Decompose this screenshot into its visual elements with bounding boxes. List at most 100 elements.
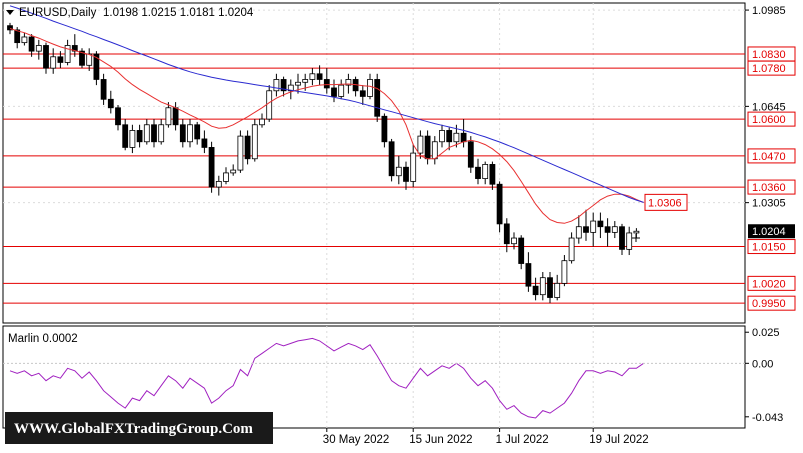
candle-body: [115, 107, 121, 126]
candle-body: [259, 118, 265, 126]
candle-body: [503, 223, 510, 245]
marlin-oscillator-line: [9, 337, 644, 419]
price-axis: 1.0985 1.0645 1.0305 1.0830 1.0780 1.0600 1.04…: [644, 5, 796, 311]
watermark-text: WWW.GlobalFXTradingGroup.Com: [14, 421, 253, 437]
candle-body: [295, 81, 301, 86]
level-price-label: 1.0360: [752, 182, 786, 194]
date-axis: 30 May 2022 15 Jun 2022 1 Jul 2022 19 Jul 2…: [323, 428, 649, 446]
horizontal-levels: [3, 53, 745, 304]
candle-body: [590, 220, 597, 233]
candle-body: [57, 56, 64, 63]
date-tick-label: 1 Jul 2022: [496, 434, 549, 446]
candle-body: [79, 50, 85, 66]
collapse-triangle-icon[interactable]: [6, 10, 14, 15]
candle-body: [201, 138, 208, 148]
candle-body: [129, 130, 136, 148]
moving-average-slow-line: [9, 5, 644, 203]
candle-body: [323, 79, 330, 89]
candle-body: [14, 29, 21, 44]
candle-body: [7, 25, 13, 31]
candle-body: [86, 53, 93, 66]
current-price-tag: [748, 224, 795, 239]
candle-body: [374, 79, 381, 117]
candle-body: [179, 124, 186, 143]
candle-body: [244, 135, 251, 160]
level-price-label: 1.0020: [752, 278, 786, 290]
candle-body: [475, 166, 481, 179]
candle-body: [287, 84, 294, 92]
candle-body: [460, 132, 467, 143]
candle-body: [136, 130, 143, 143]
candle-body: [518, 237, 525, 264]
candle-body: [215, 181, 222, 188]
level-price-tag: [747, 111, 796, 127]
candle-body: [575, 226, 582, 239]
candle-body: [338, 84, 345, 97]
moving-average-fast-line: [9, 28, 644, 224]
level-price-tag: [747, 239, 796, 255]
candle-body: [100, 79, 107, 100]
main-chart-panel[interactable]: [2, 2, 746, 324]
candle-body: [583, 226, 589, 233]
candle-body: [359, 90, 366, 97]
candle-body: [237, 135, 244, 171]
candle-body: [266, 90, 273, 120]
candle-body: [172, 107, 179, 126]
level-price-tag: [747, 275, 796, 291]
price-tick-label: 1.0645: [752, 101, 786, 113]
candle-body: [143, 124, 150, 143]
ohlc-values: 1.0198 1.0215 1.0181 1.0204: [103, 7, 254, 19]
candle-body: [633, 230, 640, 234]
level-price-label: 1.0150: [752, 242, 786, 254]
candle-body: [64, 45, 71, 63]
level-price-label: 1.0830: [752, 49, 786, 61]
price-tick-label: 1.0305: [752, 198, 786, 210]
candle-body: [345, 79, 352, 86]
candle-body: [273, 79, 280, 92]
candle-body: [619, 226, 625, 250]
candle-body: [496, 183, 503, 225]
candle-body: [532, 285, 539, 296]
candle-body: [208, 147, 215, 188]
level-price-tag: [747, 179, 796, 195]
candle-body: [251, 124, 258, 160]
current-price-label: 1.0204: [752, 226, 786, 238]
candle-body: [302, 79, 309, 83]
date-tick-label: 19 Jul 2022: [589, 434, 648, 446]
price-tick-label: 1.0985: [752, 5, 786, 17]
level-price-tag: [747, 148, 796, 164]
candle-body: [489, 164, 496, 185]
last-price-marker: [632, 234, 640, 242]
candle-body: [403, 166, 409, 182]
candle-body: [43, 45, 49, 69]
candle-body: [424, 135, 431, 160]
indicator-label: Marlin 0.0002: [8, 333, 78, 345]
indicator-tick-label: -0.043: [752, 412, 783, 424]
candle-body: [446, 130, 453, 143]
candle-body: [525, 263, 532, 287]
date-tick-label: 15 Jun 2022: [409, 434, 472, 446]
candle-body: [223, 172, 229, 182]
candle-body: [158, 124, 165, 143]
candle-body: [122, 124, 129, 148]
candle-body: [554, 282, 561, 298]
candle-body: [28, 36, 35, 52]
indicator-panel[interactable]: [2, 325, 746, 429]
candle-body: [547, 277, 553, 298]
candle-body: [280, 79, 287, 92]
level-price-label: 1.0600: [752, 114, 786, 126]
candle-body: [611, 226, 618, 233]
date-tick-label: 30 May 2022: [323, 434, 390, 446]
candle-body: [561, 260, 568, 284]
candle-body: [395, 166, 402, 177]
level-price-tag: [747, 60, 796, 76]
candle-body: [93, 53, 100, 80]
candle-body: [35, 45, 42, 52]
candle-body: [187, 124, 193, 143]
candle-body: [482, 164, 489, 179]
candle-body: [467, 141, 474, 168]
ma-value-tag: [644, 193, 688, 211]
candle-body: [50, 56, 57, 69]
indicator-tick-label: 0.00: [752, 358, 773, 370]
